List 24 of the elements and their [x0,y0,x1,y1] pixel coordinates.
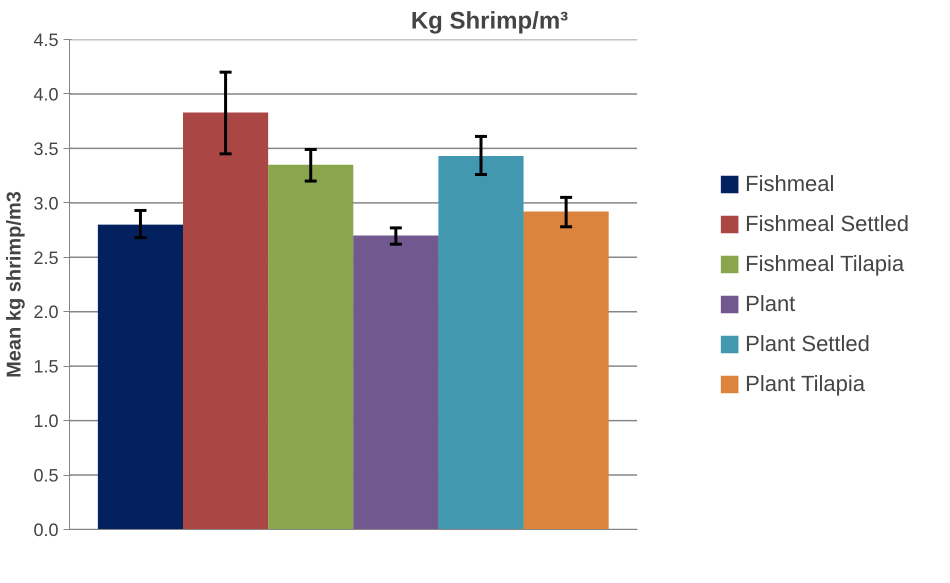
legend-label: Fishmeal [745,171,834,197]
y-tick-label: 0.5 [33,466,59,486]
y-tick-label: 4.5 [33,30,59,50]
y-tick-label: 1.5 [33,356,59,377]
y-tick-label: 2.0 [33,302,59,322]
y-tick-label: 0.0 [33,520,59,540]
legend-label: Fishmeal Settled [745,211,909,237]
bar [268,164,354,530]
y-tick-label: 4.0 [33,84,59,104]
legend-label: Plant Tilapia [745,371,865,397]
legend-label: Fishmeal Tilapia [745,251,904,277]
bar [438,156,524,530]
bar [524,212,609,530]
chart-title: Kg Shrimp/m³ [410,8,568,34]
bar [98,224,184,530]
bar [353,236,438,530]
y-tick-label: 3.0 [33,193,59,214]
legend-label: Plant [745,291,796,317]
legend-label: Plant Settled [745,331,870,357]
y-tick-label: 3.5 [33,138,59,159]
bar [183,112,268,530]
y-tick-label: 1.0 [33,411,59,432]
y-axis-title: Mean kg shrimp/m3 [3,191,26,378]
y-tick-label: 2.5 [33,248,59,268]
